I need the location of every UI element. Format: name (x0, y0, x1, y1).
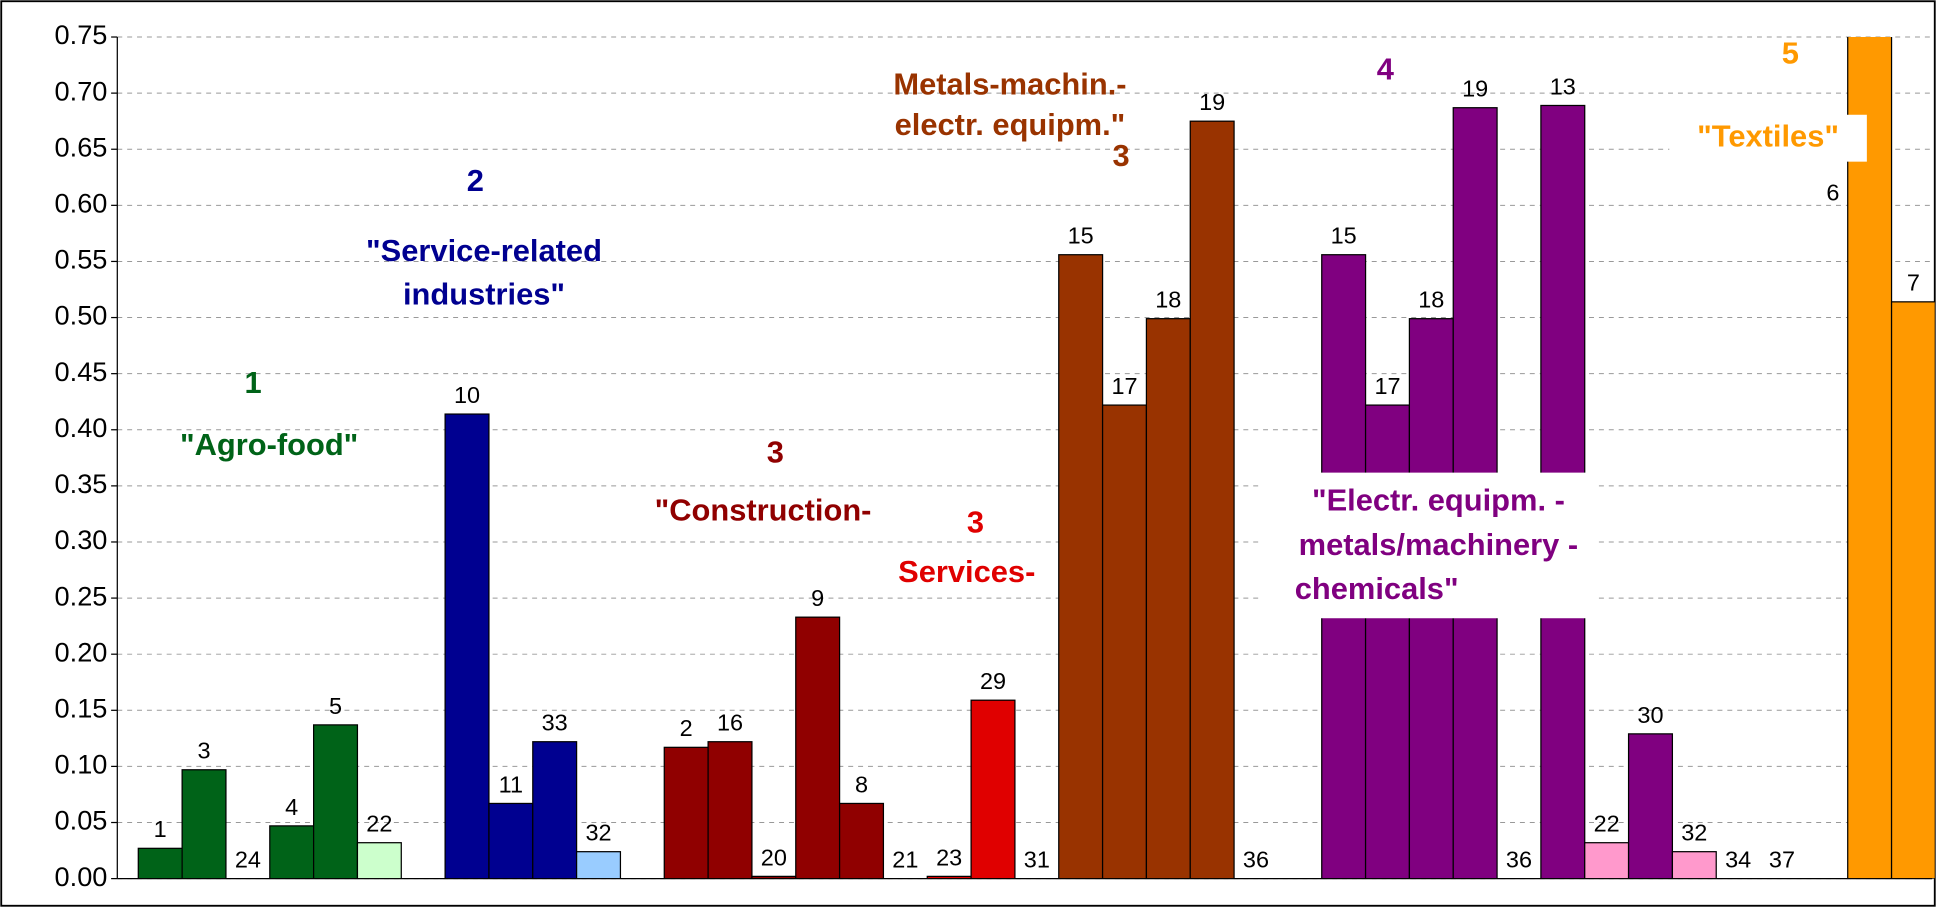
value-label: 30 (1637, 702, 1663, 728)
value-label: 32 (1681, 820, 1707, 846)
y-tick-label: 0.30 (55, 524, 108, 555)
value-label: 9 (811, 585, 824, 611)
y-tick-label: 0.70 (55, 75, 108, 106)
bar (1145, 318, 1191, 879)
bar (356, 842, 402, 879)
bar (312, 724, 359, 879)
annotation: 1 (245, 365, 262, 400)
annotation: "Construction- (655, 492, 872, 527)
annotation: chemicals" (1295, 571, 1459, 606)
value-label: 29 (980, 668, 1006, 694)
value-label: 3 (198, 738, 211, 764)
value-label: 18 (1155, 287, 1181, 313)
annotation: 2 (467, 163, 484, 198)
bar (137, 847, 183, 879)
value-label: 6 (1826, 179, 1839, 205)
annotation: Services- (898, 554, 1035, 589)
annotation: metals/machinery - (1299, 527, 1579, 562)
value-label: 17 (1111, 373, 1137, 399)
value-label: 37 (1769, 847, 1795, 873)
value-label: 17 (1374, 373, 1400, 399)
value-label: 31 (1024, 847, 1050, 873)
annotation: 5 (1782, 36, 1799, 71)
y-tick-label: 0.20 (55, 636, 108, 667)
bar (1671, 851, 1717, 879)
y-tick-label: 0.00 (55, 861, 108, 892)
y-tick-label: 0.40 (55, 412, 108, 443)
value-label: 21 (892, 847, 918, 873)
bar (795, 616, 841, 879)
value-label: 19 (1199, 89, 1225, 115)
annotation: "Textiles" (1697, 118, 1839, 153)
bar (1584, 842, 1630, 879)
y-tick-label: 0.75 (55, 19, 108, 50)
value-label: 11 (499, 771, 523, 797)
value-label: 33 (542, 710, 568, 736)
value-label: 15 (1068, 223, 1094, 249)
bar (663, 746, 709, 879)
bar (1101, 404, 1148, 879)
annotation-box (1261, 472, 1596, 619)
y-tick-label: 0.35 (55, 468, 108, 499)
annotation-box (1669, 114, 1867, 162)
bar (444, 413, 490, 879)
annotation: "Agro-food" (180, 427, 358, 462)
bar (532, 741, 578, 879)
y-tick-label: 0.15 (55, 692, 108, 723)
bar (838, 802, 885, 879)
bar (1627, 733, 1674, 879)
bar (575, 851, 622, 879)
value-label: 20 (761, 844, 787, 870)
value-label: 15 (1331, 223, 1357, 249)
value-label: 8 (855, 771, 868, 797)
annotation: 4 (1377, 52, 1394, 87)
value-label: 22 (366, 811, 392, 837)
value-label: 16 (717, 710, 743, 736)
value-label: 19 (1462, 76, 1488, 102)
y-tick-label: 0.10 (55, 749, 108, 780)
bar (1058, 254, 1104, 879)
value-label: 36 (1506, 847, 1532, 873)
annotation: industries" (403, 276, 565, 311)
annotation: 3 (1113, 138, 1130, 173)
value-label: 23 (936, 844, 962, 870)
value-label: 5 (329, 693, 342, 719)
annotation: "Electr. equipm. - (1312, 482, 1565, 517)
value-label: 1 (154, 816, 167, 842)
y-tick-label: 0.65 (55, 131, 108, 162)
bar (751, 875, 797, 879)
value-label: 36 (1243, 847, 1269, 873)
y-tick-label: 0.25 (55, 580, 108, 611)
y-tick-label: 0.50 (55, 300, 108, 331)
bar (181, 769, 227, 879)
value-label: 34 (1725, 847, 1751, 873)
bar (926, 875, 972, 879)
bar (970, 699, 1016, 879)
value-label: 2 (680, 715, 693, 741)
annotation: 3 (767, 434, 784, 469)
annotation: electr. equipm." (895, 107, 1126, 142)
y-tick-label: 0.55 (55, 244, 108, 275)
bar (1890, 301, 1935, 879)
annotation: Metals-machin.- (893, 67, 1126, 102)
value-label: 13 (1550, 73, 1576, 99)
bar (707, 741, 753, 879)
annotation: "Service-related (366, 233, 602, 268)
bar (1189, 120, 1235, 879)
value-label: 22 (1594, 811, 1620, 837)
value-label: 7 (1907, 270, 1920, 296)
value-label: 18 (1418, 287, 1444, 313)
value-label: 32 (585, 820, 611, 846)
y-tick-label: 0.60 (55, 188, 108, 219)
annotation: 3 (967, 505, 984, 540)
bar (269, 825, 315, 879)
y-tick-label: 0.45 (55, 356, 108, 387)
value-label: 10 (454, 382, 480, 408)
y-tick-label: 0.05 (55, 805, 108, 836)
value-label: 24 (235, 847, 261, 873)
bar (488, 802, 534, 879)
value-label: 4 (285, 794, 298, 820)
